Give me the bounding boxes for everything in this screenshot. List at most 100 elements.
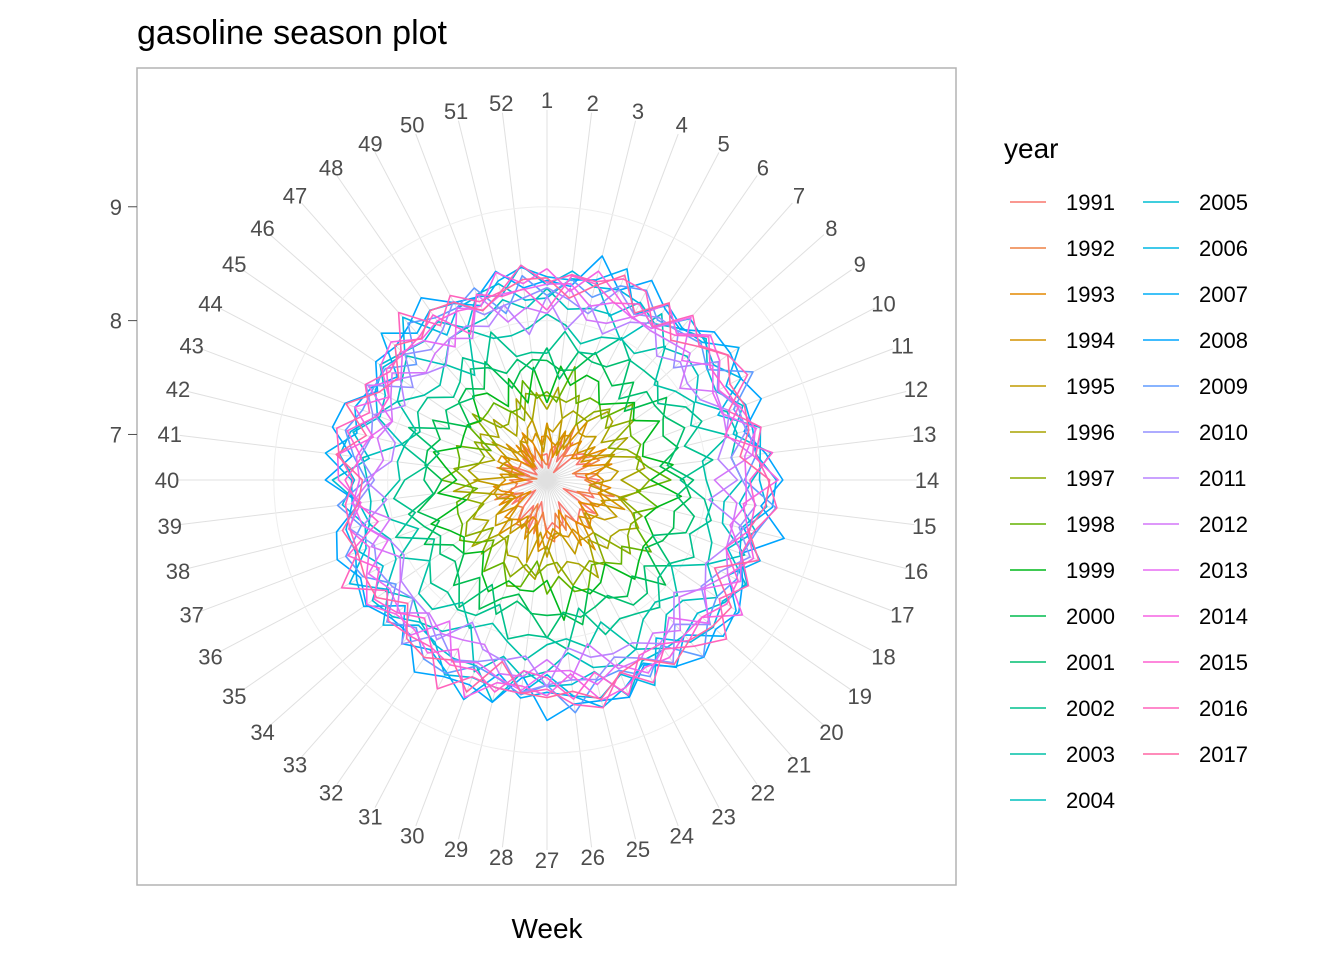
legend-label-1996: 1996 [1066, 420, 1115, 445]
spoke-week-52 [501, 112, 548, 481]
legend-label-2015: 2015 [1199, 650, 1248, 675]
tick-week-24: 24 [670, 823, 694, 848]
x-axis-title: Week [511, 913, 583, 944]
spoke-week-28 [501, 479, 548, 848]
legend-label-2004: 2004 [1066, 788, 1115, 813]
series-line-1992 [494, 427, 615, 543]
tick-week-44: 44 [198, 291, 222, 316]
tick-week-43: 43 [179, 333, 203, 358]
spoke-week-9 [546, 269, 852, 481]
legend-label-2011: 2011 [1199, 466, 1246, 491]
tick-week-30: 30 [400, 823, 424, 848]
series-lines [324, 255, 785, 722]
legend-label-2008: 2008 [1199, 328, 1248, 353]
tick-week-6: 6 [757, 155, 769, 180]
tick-week-36: 36 [198, 645, 222, 670]
legend-label-1995: 1995 [1066, 374, 1115, 399]
series-line-2011 [362, 295, 745, 688]
legend-label-2013: 2013 [1199, 558, 1248, 583]
tick-week-39: 39 [158, 514, 182, 539]
legend-label-1993: 1993 [1066, 282, 1115, 307]
spoke-week-11 [546, 348, 894, 481]
series-line-2000 [416, 351, 692, 626]
legend-label-2009: 2009 [1199, 374, 1248, 399]
tick-week-35: 35 [222, 684, 246, 709]
tick-week-13: 13 [912, 422, 936, 447]
spoke-week-50 [415, 133, 548, 481]
series-line-1997 [453, 392, 651, 587]
legend-title: year [1004, 133, 1058, 164]
tick-week-50: 50 [400, 113, 424, 138]
legend-label-2017: 2017 [1199, 742, 1248, 767]
tick-week-45: 45 [222, 252, 246, 277]
tick-week-4: 4 [676, 113, 688, 138]
tick-week-34: 34 [250, 720, 274, 745]
tick-week-37: 37 [179, 603, 203, 628]
legend-label-2014: 2014 [1199, 604, 1248, 629]
series-line-2013 [352, 282, 758, 692]
spoke-week-42 [187, 390, 548, 481]
tick-week-22: 22 [751, 781, 775, 806]
tick-week-27: 27 [535, 848, 559, 873]
radial-tick-9: 9 [110, 195, 122, 220]
tick-week-20: 20 [819, 720, 843, 745]
spoke-week-48 [336, 175, 548, 481]
legend-label-2002: 2002 [1066, 696, 1115, 721]
tick-week-21: 21 [787, 752, 811, 777]
series-line-2017 [335, 274, 771, 701]
tick-week-38: 38 [166, 559, 190, 584]
legend-label-1992: 1992 [1066, 236, 1115, 261]
legend-label-2010: 2010 [1199, 420, 1248, 445]
tick-week-17: 17 [890, 603, 914, 628]
tick-week-11: 11 [891, 333, 914, 358]
series-line-2006 [338, 264, 768, 699]
spoke-week-39 [179, 479, 548, 526]
legend-label-2006: 2006 [1199, 236, 1248, 261]
tick-week-3: 3 [632, 99, 644, 124]
spoke-week-25 [546, 479, 637, 840]
tick-week-15: 15 [912, 514, 936, 539]
series-line-2012 [350, 287, 754, 681]
tick-week-7: 7 [793, 184, 805, 209]
legend-label-1994: 1994 [1066, 328, 1115, 353]
tick-week-33: 33 [283, 752, 307, 777]
tick-week-8: 8 [825, 216, 837, 241]
tick-week-48: 48 [319, 155, 343, 180]
radial-tick-labels: 7 8 9 [110, 195, 137, 447]
ring-9 [273, 206, 821, 754]
spoke-week-4 [546, 133, 679, 481]
spoke-week-10 [546, 307, 875, 481]
tick-week-26: 26 [581, 845, 605, 870]
legend: 1991 1992 1993 1994 1995 1996 1997 1998 1999 2000… [1010, 190, 1248, 813]
radial-tick-7: 7 [110, 422, 122, 447]
tick-week-49: 49 [358, 132, 382, 157]
tick-week-47: 47 [283, 184, 307, 209]
tick-week-29: 29 [444, 837, 468, 862]
tick-week-1: 1 [541, 88, 553, 113]
spoke-week-49 [374, 152, 548, 481]
chart-title: gasoline season plot [137, 14, 448, 52]
legend-label-2016: 2016 [1199, 696, 1248, 721]
spoke-week-34 [269, 479, 548, 726]
spoke-week-8 [546, 234, 825, 481]
series-line-1995 [473, 418, 628, 564]
tick-week-25: 25 [626, 837, 650, 862]
spoke-week-46 [269, 234, 548, 481]
tick-week-42: 42 [166, 377, 190, 402]
tick-week-28: 28 [489, 845, 513, 870]
spoke-week-31 [374, 479, 548, 808]
tick-week-40: 40 [155, 468, 179, 493]
spoke-week-18 [546, 479, 875, 653]
series-line-2002 [392, 330, 714, 651]
tick-week-51: 51 [444, 99, 468, 124]
legend-label-2001: 2001 [1066, 650, 1115, 675]
series-line-1996 [452, 386, 646, 581]
tick-week-32: 32 [319, 781, 343, 806]
legend-label-2000: 2000 [1066, 604, 1115, 629]
legend-label-2012: 2012 [1199, 512, 1248, 537]
tick-week-52: 52 [489, 91, 513, 116]
tick-week-23: 23 [711, 804, 735, 829]
spoke-week-23 [546, 479, 720, 808]
ring-7 [500, 433, 594, 527]
